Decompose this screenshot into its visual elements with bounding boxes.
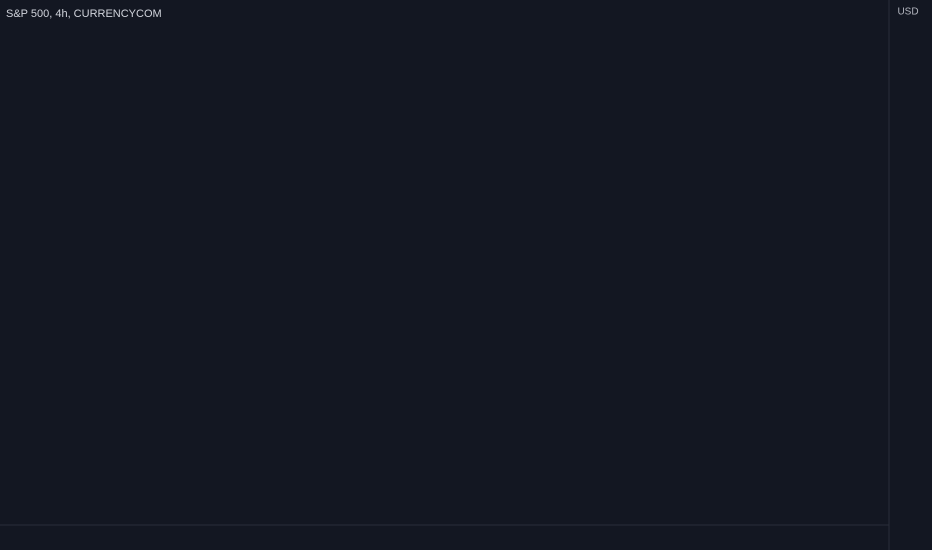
y-axis-label: USD <box>897 7 918 18</box>
chart-title: S&P 500, 4h, CURRENCYCOM <box>6 8 162 20</box>
